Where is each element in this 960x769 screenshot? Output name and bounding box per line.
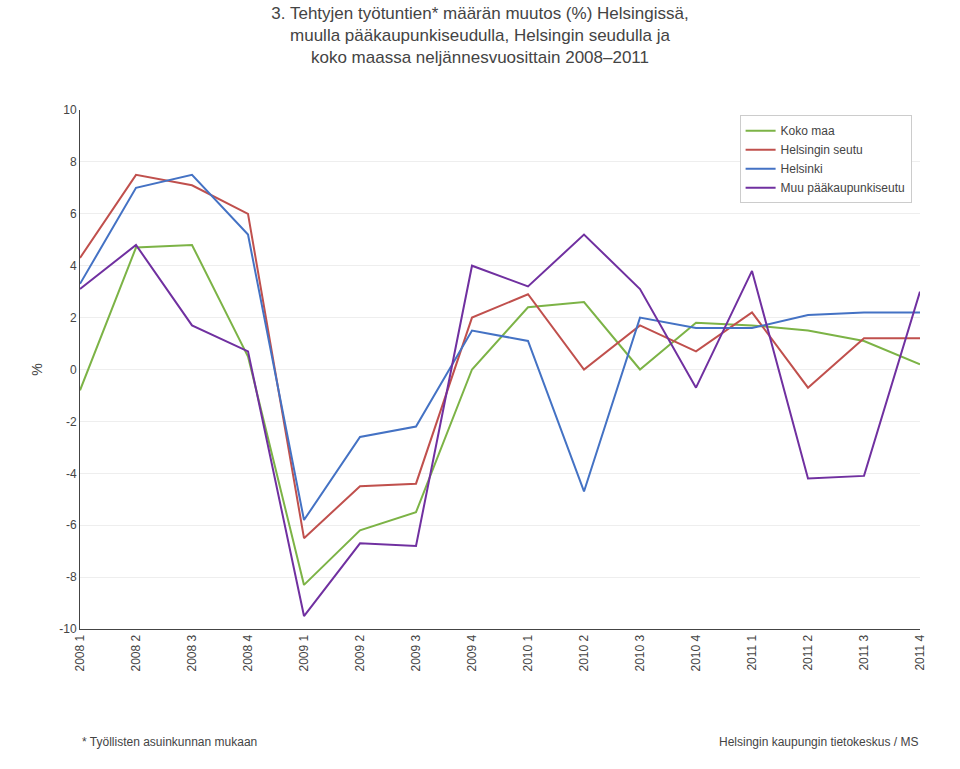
svg-text:3. Tehtyjen työtuntien* määrän: 3. Tehtyjen työtuntien* määrän muutos (%… [271, 4, 688, 67]
svg-text:2010 3: 2010 3 [633, 634, 647, 671]
svg-text:2008 3: 2008 3 [185, 634, 199, 671]
svg-text:-6: -6 [66, 518, 77, 532]
svg-text:2011 4: 2011 4 [913, 634, 927, 670]
svg-text:2008 4: 2008 4 [241, 634, 255, 671]
svg-text:2011 2: 2011 2 [801, 634, 815, 670]
svg-text:2010 1: 2010 1 [521, 634, 535, 671]
svg-text:2008 2: 2008 2 [129, 634, 143, 671]
svg-text:Helsinki: Helsinki [781, 162, 823, 176]
svg-text:2: 2 [70, 311, 77, 325]
svg-text:10: 10 [63, 103, 77, 117]
svg-text:%: % [29, 363, 45, 375]
svg-text:-8: -8 [66, 570, 77, 584]
svg-text:8: 8 [70, 155, 77, 169]
svg-text:Helsingin seutu: Helsingin seutu [781, 143, 863, 157]
svg-text:6: 6 [70, 207, 77, 221]
svg-text:0: 0 [70, 363, 77, 377]
svg-text:4: 4 [70, 259, 77, 273]
svg-text:Koko maa: Koko maa [781, 124, 835, 138]
svg-text:2009 3: 2009 3 [409, 634, 423, 671]
svg-text:Helsingin kaupungin tietokesku: Helsingin kaupungin tietokeskus / MS [719, 735, 918, 749]
svg-text:-10: -10 [59, 622, 77, 636]
svg-text:2008 1: 2008 1 [73, 634, 87, 671]
svg-text:-2: -2 [66, 415, 77, 429]
svg-text:2009 2: 2009 2 [353, 634, 367, 671]
svg-text:2011 1: 2011 1 [745, 634, 759, 670]
svg-text:2011 3: 2011 3 [857, 634, 871, 670]
svg-text:2009 1: 2009 1 [297, 634, 311, 671]
svg-text:2009 4: 2009 4 [465, 634, 479, 671]
svg-text:* Työllisten asuinkunnan mukaa: * Työllisten asuinkunnan mukaan [82, 735, 257, 749]
svg-text:2010 4: 2010 4 [689, 634, 703, 671]
svg-text:2010 2: 2010 2 [577, 634, 591, 671]
svg-text:Muu pääkaupunkiseutu: Muu pääkaupunkiseutu [781, 181, 905, 195]
svg-text:-4: -4 [66, 467, 77, 481]
